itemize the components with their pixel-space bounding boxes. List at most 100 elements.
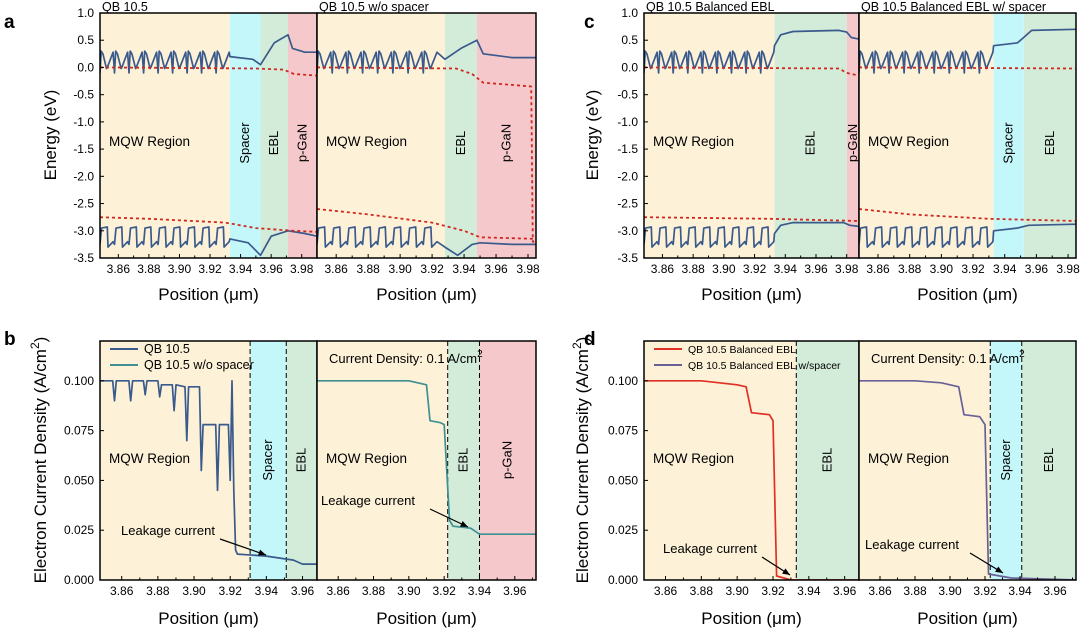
x-tick-label: 3.98 <box>516 262 540 276</box>
x-tick-label: 3.88 <box>146 584 170 598</box>
legend-entry: QB 10.5 w/o spacer <box>144 358 254 372</box>
y-tick-label: -3.5 <box>73 251 94 265</box>
y-axis-label-text: Energy (eV) <box>41 90 60 181</box>
region-label: MQW Region <box>326 451 407 466</box>
x-tick-label: 3.96 <box>1025 262 1049 276</box>
region-label: p-GaN <box>845 124 860 162</box>
x-tick-label: 3.86 <box>654 584 678 598</box>
subpanel-title: QB 10.5 <box>102 0 148 14</box>
x-tick-label: 3.96 <box>484 262 508 276</box>
series-line-vb <box>317 226 536 257</box>
x-axis-label-unit: μm <box>447 609 471 628</box>
x-tick-label: 3.92 <box>198 262 222 276</box>
region-label: EBL <box>453 131 468 156</box>
x-tick-label: 3.90 <box>388 262 412 276</box>
subpanel-c-0: MQW Region EBL p-GaN 3.86 3.88 3.90 3.92 3.94 3.… <box>643 0 860 304</box>
region-label: EBL <box>820 448 835 473</box>
x-tick-label: 3.94 <box>797 584 821 598</box>
series-group <box>317 379 536 536</box>
x-axis-label-unit: μm <box>229 609 253 628</box>
y-tick-label: -2.0 <box>617 169 638 183</box>
series-line-quasi <box>317 208 536 240</box>
region-ebl <box>447 341 480 580</box>
panel-letter: d <box>584 329 596 350</box>
y-axis-label-close: ) <box>573 337 592 343</box>
series-line-quasi <box>100 66 317 77</box>
series-group <box>859 379 1076 580</box>
y-tick-label: -0.5 <box>617 88 638 102</box>
y-tick-label: 0.5 <box>77 33 94 47</box>
x-axis-label-text: Position ( <box>376 609 447 628</box>
y-tick-label: -0.5 <box>73 88 94 102</box>
x-axis-label: Position (μm) <box>158 285 259 304</box>
leakage-arrowhead <box>460 521 468 527</box>
y-tick-label: 0.025 <box>608 523 638 537</box>
x-tick-label: 3.98 <box>290 262 314 276</box>
x-tick-label: 3.94 <box>229 262 253 276</box>
x-tick-label: 3.96 <box>503 584 527 598</box>
current-density-label: Current Density: 0.1 A/cm2 <box>871 349 1025 366</box>
legend-entry: QB 10.5 <box>144 342 190 356</box>
x-tick-label: 3.88 <box>356 262 380 276</box>
x-tick-label: 3.92 <box>761 584 785 598</box>
y-tick-label: 0.000 <box>64 573 94 587</box>
x-tick-label: 3.96 <box>259 262 283 276</box>
x-axis-label-close: ) <box>253 285 259 304</box>
x-tick-label: 3.96 <box>1043 584 1067 598</box>
x-tick-label: 3.88 <box>137 262 161 276</box>
region-pgan <box>846 13 859 258</box>
y-tick-label: 0.025 <box>64 523 94 537</box>
region-label: MQW Region <box>109 134 190 149</box>
y-tick-label: -3.0 <box>617 224 638 238</box>
legend-entry: QB 10.5 Balanced EBL w/spacer <box>688 360 841 372</box>
x-axis-label: Position (μm) <box>158 609 259 628</box>
subpanel-title: QB 10.5 Balanced EBL w/ spacer <box>861 0 1046 14</box>
y-tick-label: -2.0 <box>73 169 94 183</box>
x-axis-label-close: ) <box>1012 285 1018 304</box>
series-line-vb <box>100 226 317 257</box>
x-tick-label: 3.90 <box>938 584 962 598</box>
current-density-sup: 2 <box>1019 349 1025 360</box>
x-tick-label: 3.94 <box>1008 584 1032 598</box>
region-label: MQW Region <box>868 134 949 149</box>
leakage-annotation: Leakage current <box>321 493 415 508</box>
x-axis-label-unit: μm <box>229 285 253 304</box>
x-tick-label: 3.86 <box>107 262 131 276</box>
region-spacer <box>229 13 261 258</box>
x-axis-label-text: Position ( <box>917 285 988 304</box>
region-ebl <box>774 13 847 258</box>
leakage-arrowhead <box>995 566 1003 573</box>
y-axis-label-close: ) <box>31 337 50 343</box>
x-axis-label: Position (μm) <box>376 609 477 628</box>
series-group <box>317 39 536 257</box>
legend-entry: QB 10.5 Balanced EBL <box>688 344 796 356</box>
y-tick-label: 0.000 <box>608 573 638 587</box>
region-ebl <box>1021 341 1076 580</box>
x-axis-label-text: Position ( <box>158 609 229 628</box>
subpanel-a-1: MQW Region EBL p-GaN 3.86 3.88 3.90 3.92 3.94 3.… <box>316 0 540 304</box>
subpanel-b-0: MQW Region Spacer EBL 3.86 3.88 3.90 3.92 3.94 3… <box>99 340 318 628</box>
region-label: EBL <box>803 131 818 156</box>
series-line-cb <box>317 39 536 74</box>
y-axis-label-text: Energy (eV) <box>583 90 602 181</box>
leakage-arrow <box>219 538 267 556</box>
x-tick-label: 3.86 <box>866 262 890 276</box>
region-label: EBL <box>1042 131 1057 156</box>
y-tick-label: 0.0 <box>77 60 94 74</box>
series-group <box>100 33 317 257</box>
panel-a: MQW Region Spacer EBL p-GaN 3.86 3.88 3.90 3.92… <box>4 0 540 304</box>
region-label: Spacer <box>237 122 252 164</box>
region-mqw <box>859 13 994 258</box>
region-label: MQW Region <box>326 134 407 149</box>
region-label: EBL <box>456 448 471 473</box>
leakage-arrowhead <box>258 549 266 556</box>
panel-c: MQW Region EBL p-GaN 3.86 3.88 3.90 3.92 3.94 3.… <box>583 0 1080 304</box>
x-tick-label: 3.90 <box>397 584 421 598</box>
region-label: p-GaN <box>500 441 515 479</box>
x-tick-label: 3.94 <box>774 262 798 276</box>
region-ebl <box>260 13 288 258</box>
series-group <box>859 28 1076 248</box>
x-tick-label: 3.86 <box>327 584 351 598</box>
region-label: MQW Region <box>868 451 949 466</box>
x-tick-label: 3.96 <box>291 584 315 598</box>
